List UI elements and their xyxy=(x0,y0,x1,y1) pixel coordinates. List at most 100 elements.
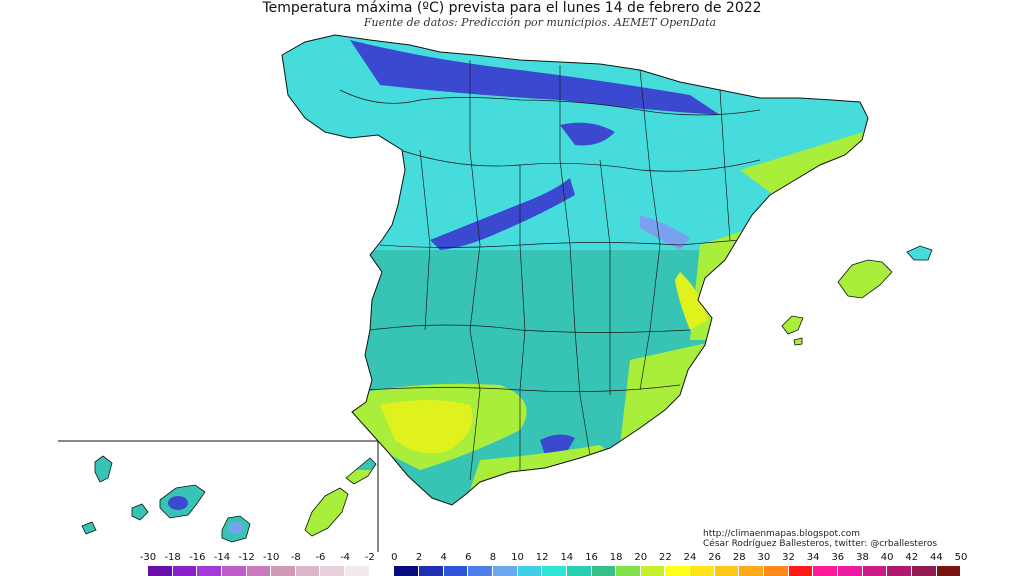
legend-tick: -4 xyxy=(340,552,351,563)
legend-color-cell xyxy=(246,566,272,576)
legend-tick: 38 xyxy=(856,552,869,563)
legend-color-cell xyxy=(813,566,838,576)
cantabrian-mountains xyxy=(350,40,720,115)
legend-tick: -8 xyxy=(290,552,301,563)
legend-color-cell xyxy=(345,566,370,576)
legend-color-cell xyxy=(369,566,395,576)
legend-tick: 16 xyxy=(585,552,598,563)
legend-tick: 50 xyxy=(954,552,968,563)
legend-tick: 24 xyxy=(683,552,697,563)
gran-canaria-summit xyxy=(229,522,243,534)
fuerteventura xyxy=(304,487,349,537)
legend-tick: -6 xyxy=(315,552,326,563)
legend-color-cell xyxy=(665,566,691,576)
province-borders xyxy=(339,60,761,481)
balearic-islands xyxy=(781,245,933,346)
legend-color-cell xyxy=(320,566,346,576)
legend-color-cell xyxy=(739,566,765,576)
legend-color-cell xyxy=(295,566,321,576)
legend-tick: 20 xyxy=(634,552,648,563)
legend-tick: 18 xyxy=(609,552,623,563)
legend-tick: -18 xyxy=(164,552,181,563)
menorca xyxy=(906,245,933,261)
la-palma xyxy=(94,455,113,483)
legend-color-cell xyxy=(492,566,518,576)
legend-color-cell xyxy=(640,566,666,576)
legend-tick: -14 xyxy=(213,552,231,563)
sierra-nevada xyxy=(540,434,575,455)
legend-tick: 2 xyxy=(415,552,423,563)
map-title: Temperatura máxima (ºC) prevista para el… xyxy=(262,0,762,16)
legend-tick: 32 xyxy=(782,552,795,563)
la-gomera xyxy=(131,503,149,521)
legend-tick: 42 xyxy=(905,552,919,563)
legend-tick: -16 xyxy=(189,552,206,563)
ibiza xyxy=(781,315,804,335)
legend-color-cell xyxy=(566,566,592,576)
gran-canaria xyxy=(221,515,251,543)
legend-color-cell xyxy=(172,566,198,576)
legend-color-cell xyxy=(271,566,296,576)
legend-tick: 44 xyxy=(929,552,943,563)
eastern-islands-mild xyxy=(300,470,376,540)
legend-color-cell xyxy=(616,566,641,576)
legend-color-cell xyxy=(197,566,222,576)
legend-color-cell xyxy=(837,566,863,576)
lanzarote xyxy=(345,457,377,485)
canary-islands-inset xyxy=(58,440,379,552)
catalonia-coast xyxy=(740,130,868,200)
legend-colorbar xyxy=(148,566,962,576)
legend-color-cell xyxy=(468,566,493,576)
legend-tick: 36 xyxy=(831,552,845,563)
legend-color-cell xyxy=(788,566,814,576)
legend-color-cell xyxy=(591,566,617,576)
legend-tick: 0 xyxy=(391,552,398,563)
temperature-map xyxy=(58,34,933,552)
legend-color-cell xyxy=(690,566,715,576)
legend-tick: 28 xyxy=(732,552,746,563)
iberian-range-north xyxy=(560,122,615,146)
legend-color-cell xyxy=(936,566,962,576)
legend-color-cell xyxy=(517,566,543,576)
legend-color-cell xyxy=(221,566,247,576)
tenerife xyxy=(159,484,206,519)
peninsula-outline xyxy=(281,34,869,506)
legend-tick: 10 xyxy=(511,552,524,563)
legend-color-cell xyxy=(419,566,444,576)
legend-tick: 4 xyxy=(440,552,447,563)
legend-tick: 12 xyxy=(535,552,549,563)
credits: http://climaenmapas.blogspot.com César R… xyxy=(703,529,943,549)
legend-tick: 34 xyxy=(806,552,820,563)
legend-tick: -30 xyxy=(139,552,157,563)
legend-color-cell xyxy=(764,566,789,576)
teide xyxy=(168,496,188,510)
inset-frame xyxy=(58,440,379,552)
credits-url[interactable]: http://climaenmapas.blogspot.com xyxy=(703,529,861,539)
legend-tick: 14 xyxy=(560,552,574,563)
legend-tick: -2 xyxy=(364,552,375,563)
iberian-range-south xyxy=(640,215,690,250)
legend-color-cell xyxy=(911,566,937,576)
map-subtitle: Fuente de datos: Predicción por municipi… xyxy=(363,16,717,29)
legend-tick: -12 xyxy=(238,552,255,563)
legend-tick: 8 xyxy=(489,552,497,563)
credits-author: César Rodríguez Ballesteros, twitter: @c… xyxy=(703,539,938,549)
legend-tick: 40 xyxy=(880,552,894,563)
legend-color-cell xyxy=(887,566,912,576)
mallorca xyxy=(837,259,893,299)
legend-tick: 6 xyxy=(465,552,472,563)
legend-color-cell xyxy=(862,566,888,576)
legend-color-cell xyxy=(443,566,469,576)
el-hierro xyxy=(81,521,97,535)
legend-color-cell xyxy=(542,566,567,576)
legend-tick: 30 xyxy=(757,552,771,563)
valencia-warm-zone xyxy=(675,272,708,330)
guadalquivir-hot xyxy=(380,400,473,454)
central-system xyxy=(430,178,575,250)
legend-tick: 22 xyxy=(658,552,672,563)
legend-color-cell xyxy=(148,566,173,576)
legend-tick: -10 xyxy=(263,552,280,563)
legend-color-cell xyxy=(394,566,420,576)
legend-tick: 26 xyxy=(708,552,721,563)
color-legend: -30 -18 -16 -14 -12 -10 -8 -6 -4 -2 0 2 4 6 8 10 12 14 16 1… xyxy=(0,552,1024,576)
